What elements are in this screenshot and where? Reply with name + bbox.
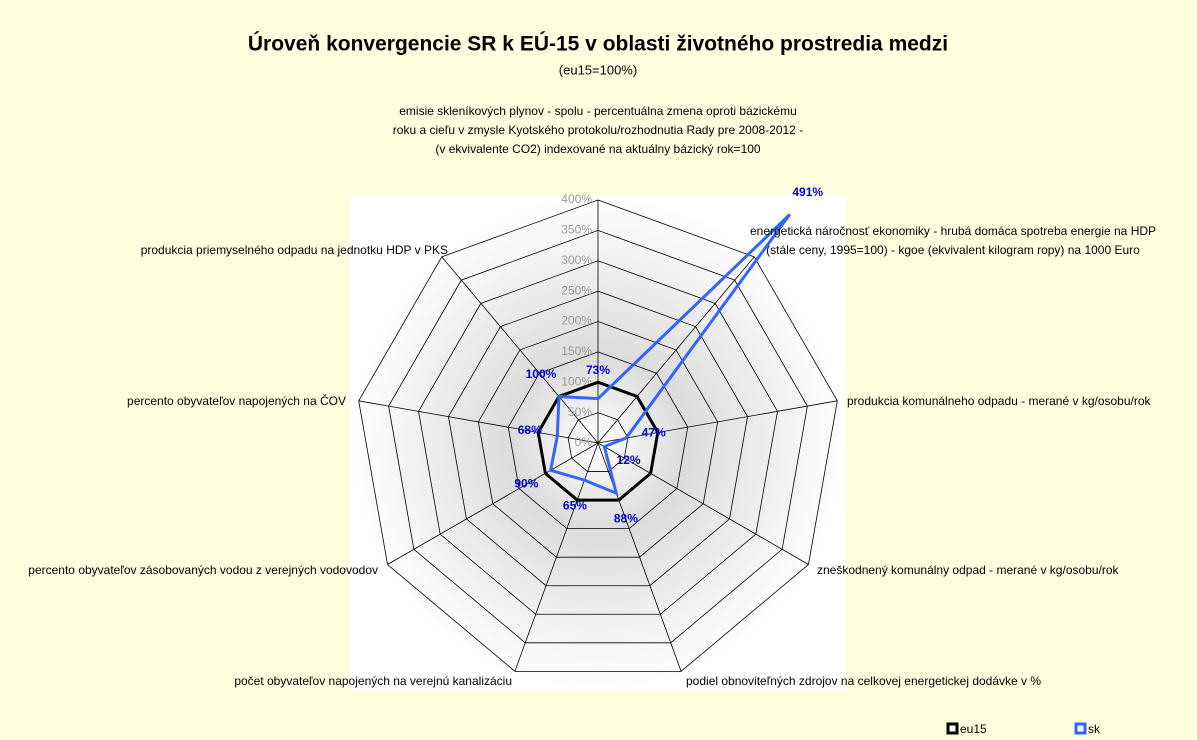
category-label: percento obyvateľov zásobovaných vodou z…: [28, 563, 378, 577]
chart-title: Úroveň konvergencie SR k EÚ-15 v oblasti…: [248, 32, 948, 56]
y-tick-label: 0%: [575, 435, 593, 449]
category-label: produkcia priemyselného odpadu na jednot…: [140, 243, 448, 257]
spoke: [597, 442, 809, 565]
data-label: 73%: [586, 363, 610, 377]
data-label: 47%: [642, 425, 666, 439]
grid-ring: [567, 412, 629, 472]
data-label: 88%: [614, 512, 638, 526]
y-tick-label: 350%: [561, 223, 592, 237]
y-tick-label: 150%: [561, 344, 592, 358]
grid-ring: [477, 321, 719, 558]
spoke: [387, 442, 599, 565]
category-label: emisie skleníkových plynov - spolu - per…: [392, 104, 804, 156]
category-label: produkcia komunálneho odpadu - merané v …: [847, 394, 1151, 408]
data-label: 90%: [514, 477, 538, 491]
data-label: 68%: [518, 423, 542, 437]
spoke: [597, 400, 838, 444]
data-label: 65%: [563, 499, 587, 513]
y-tick-label: 50%: [568, 405, 592, 419]
data-label: 100%: [526, 367, 557, 381]
category-label: podiel obnoviteľných zdrojov na celkovej…: [686, 674, 1042, 688]
y-tick-label: 250%: [561, 283, 592, 297]
series-line: [536, 380, 660, 502]
spoke: [597, 256, 755, 444]
grid-ring: [418, 260, 778, 615]
legend-swatch: [1074, 722, 1087, 735]
grid-ring: [507, 351, 689, 530]
legend-swatch: [946, 722, 959, 735]
series-line: [548, 213, 791, 496]
y-tick-label: 100%: [561, 374, 592, 388]
grid-ring: [388, 229, 808, 644]
category-label: energetická náročnosť ekonomiky - hrubá …: [749, 224, 1157, 257]
legend-label: eu15: [960, 722, 987, 736]
grid-ring: [448, 290, 748, 587]
y-tick-label: 300%: [561, 253, 592, 267]
data-label: 12%: [617, 453, 641, 467]
spoke: [441, 256, 599, 444]
category-label: zneškodnený komunálny odpad - merané v k…: [817, 563, 1119, 577]
category-label: počet obyvateľov napojených na verejnú k…: [234, 674, 512, 688]
grid-ring: [358, 199, 838, 672]
legend-label: sk: [1088, 722, 1101, 736]
chart-subtitle: (eu15=100%): [559, 62, 637, 77]
data-label: 491%: [792, 185, 823, 199]
category-label: percento obyvateľov napojených na ČOV: [127, 394, 346, 408]
y-tick-label: 200%: [561, 314, 592, 328]
y-tick-label: 400%: [561, 192, 592, 206]
